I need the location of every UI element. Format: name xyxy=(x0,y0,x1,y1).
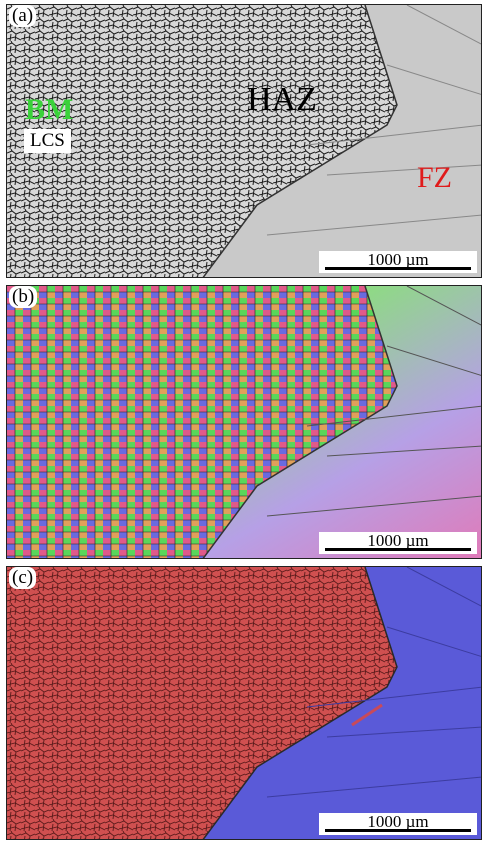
micrograph-panel-c: (c) 1000 µm xyxy=(6,566,482,840)
fusion-zone-label: FZ xyxy=(417,161,453,194)
scale-bar-line xyxy=(325,829,471,832)
micrograph-panel-a: (a) BM LCS HAZ FZ 1000 µm xyxy=(6,4,482,278)
orientation-map-b xyxy=(7,286,481,558)
grain-map-a xyxy=(7,5,481,277)
scale-bar-line xyxy=(325,267,471,270)
micrograph-panel-b: (b) 1000 µm xyxy=(6,285,482,559)
lcs-label: LCS xyxy=(24,129,71,153)
scale-bar: 1000 µm xyxy=(319,532,477,554)
scale-bar-label: 1000 µm xyxy=(367,812,429,831)
scale-bar-label: 1000 µm xyxy=(367,250,429,269)
panel-label: (b) xyxy=(9,286,38,308)
panel-label: (a) xyxy=(9,5,37,27)
scale-bar: 1000 µm xyxy=(319,251,477,273)
scale-bar-line xyxy=(325,548,471,551)
base-metal-label: BM xyxy=(25,93,74,126)
scale-bar: 1000 µm xyxy=(319,813,477,835)
panel-label: (c) xyxy=(9,567,37,589)
heat-affected-zone-label: HAZ xyxy=(247,81,317,118)
phase-map-c xyxy=(7,567,481,839)
scale-bar-label: 1000 µm xyxy=(367,531,429,550)
